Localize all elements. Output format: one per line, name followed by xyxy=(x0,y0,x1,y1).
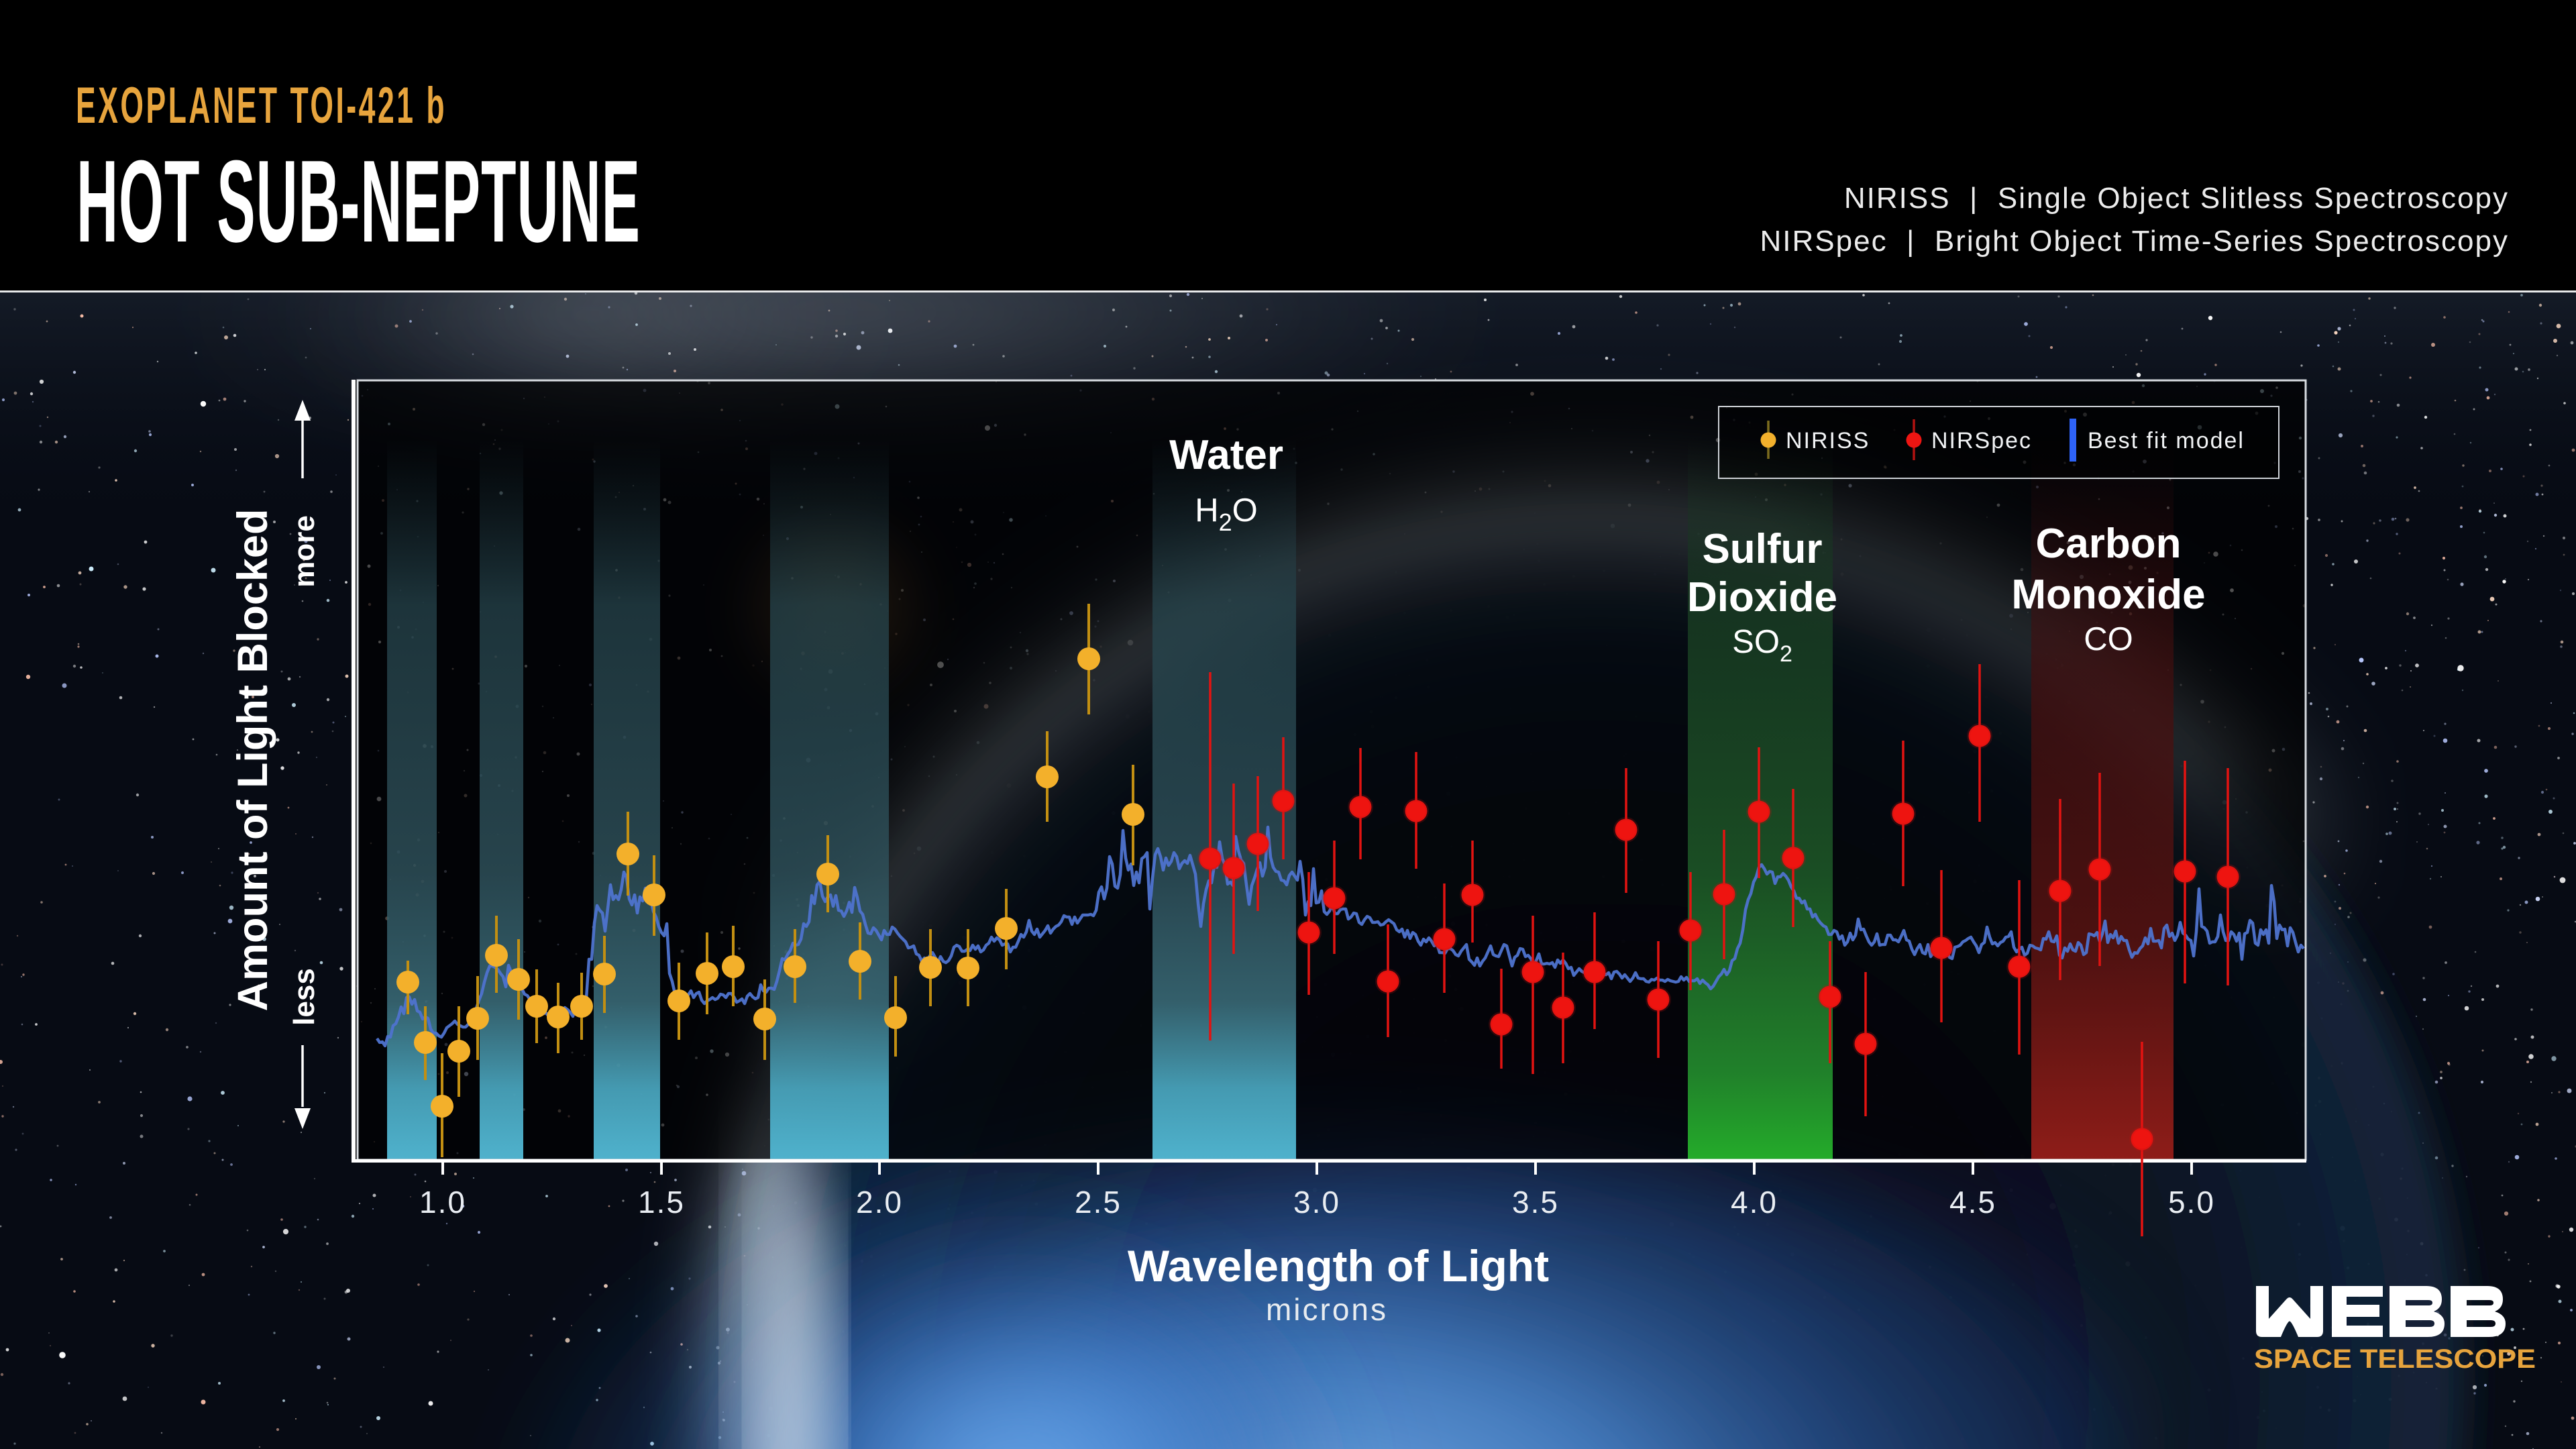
svg-text:3.5: 3.5 xyxy=(1512,1185,1559,1220)
svg-text:less: less xyxy=(288,968,321,1026)
svg-text:Water: Water xyxy=(1169,432,1283,478)
svg-text:1.5: 1.5 xyxy=(638,1185,685,1220)
svg-text:Monoxide: Monoxide xyxy=(2011,572,2205,618)
svg-text:NIRSpec: NIRSpec xyxy=(1931,428,2032,453)
svg-text:2.0: 2.0 xyxy=(856,1185,903,1220)
svg-text:2.5: 2.5 xyxy=(1075,1185,1122,1220)
svg-text:3.0: 3.0 xyxy=(1293,1185,1340,1220)
svg-text:SPACE TELESCOPE: SPACE TELESCOPE xyxy=(2254,1344,2536,1374)
svg-text:NIRISS: NIRISS xyxy=(1786,428,1870,453)
svg-text:4.0: 4.0 xyxy=(1731,1185,1778,1220)
svg-text:Wavelength of Light: Wavelength of Light xyxy=(1128,1241,1549,1291)
svg-text:Dioxide: Dioxide xyxy=(1687,574,1837,621)
svg-text:1.0: 1.0 xyxy=(419,1185,466,1220)
svg-text:4.5: 4.5 xyxy=(1949,1185,1996,1220)
svg-text:microns: microns xyxy=(1266,1292,1388,1327)
svg-text:Amount of Light Blocked: Amount of Light Blocked xyxy=(229,509,276,1012)
svg-text:5.0: 5.0 xyxy=(2168,1185,2215,1220)
svg-text:more: more xyxy=(288,515,321,588)
svg-text:Carbon: Carbon xyxy=(2036,521,2182,567)
svg-text:CO: CO xyxy=(2084,621,2133,657)
svg-text:Best fit model: Best fit model xyxy=(2088,428,2245,453)
svg-text:Sulfur: Sulfur xyxy=(1702,526,1822,572)
